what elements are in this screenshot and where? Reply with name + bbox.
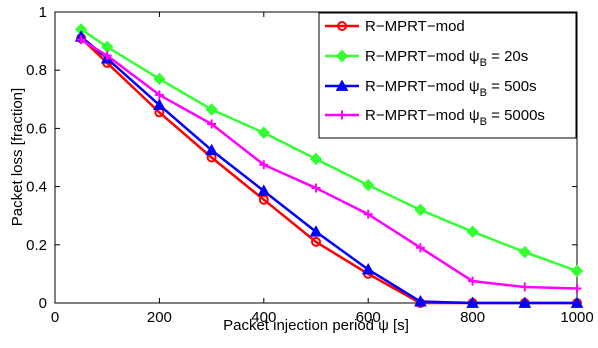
series-3 bbox=[74, 30, 584, 308]
data-point bbox=[153, 98, 166, 111]
data-point bbox=[414, 295, 427, 307]
y-tick-label: 0 bbox=[39, 295, 47, 312]
legend-marker bbox=[337, 110, 347, 120]
y-tick-label: 0.6 bbox=[26, 120, 47, 137]
data-point bbox=[257, 184, 271, 196]
data-point bbox=[466, 296, 479, 308]
legend-entry-2: R−MPRT−mod ψB = 20s bbox=[325, 48, 528, 69]
legend-label: R−MPRT−mod bbox=[365, 18, 465, 35]
data-point bbox=[520, 282, 530, 292]
legend-entry-3: R−MPRT−mod ψB = 500s bbox=[325, 78, 537, 99]
data-point bbox=[311, 183, 321, 193]
x-axis-label: Packet injection period ψ [s] bbox=[223, 317, 409, 334]
y-tick-label: 0.2 bbox=[26, 237, 47, 254]
data-point bbox=[205, 143, 218, 156]
legend-entry-4: R−MPRT−mod ψB = 5000s bbox=[325, 107, 545, 128]
series-layer bbox=[74, 23, 584, 308]
y-axis-label: Packet loss [fraction] bbox=[9, 88, 26, 226]
data-point bbox=[153, 72, 166, 86]
data-point bbox=[205, 103, 218, 116]
series-2 bbox=[74, 23, 584, 278]
x-tick-label: 800 bbox=[460, 309, 485, 326]
legend: R−MPRT−mod R−MPRT−mod ψB = 20s R−MPRT−mod … bbox=[318, 12, 577, 139]
x-tick-label: 0 bbox=[51, 309, 59, 326]
data-point bbox=[309, 152, 323, 166]
data-point bbox=[257, 126, 271, 139]
legend-label: R−MPRT−mod ψB = 20s bbox=[365, 48, 528, 69]
data-point bbox=[361, 178, 375, 192]
y-tick-label: 0.4 bbox=[26, 179, 47, 196]
legend-label: R−MPRT−mod ψB = 5000s bbox=[365, 107, 545, 128]
series-4 bbox=[76, 35, 582, 293]
data-point bbox=[570, 296, 584, 308]
legend-marker bbox=[335, 49, 349, 63]
data-point bbox=[415, 243, 425, 253]
data-point bbox=[154, 90, 164, 100]
x-tick-label: 200 bbox=[147, 309, 172, 326]
y-tick-label: 0.8 bbox=[26, 62, 47, 79]
y-tick-label: 1 bbox=[39, 4, 47, 21]
data-point bbox=[518, 296, 532, 308]
data-point bbox=[414, 203, 427, 217]
x-tick-label: 1000 bbox=[560, 309, 593, 326]
legend-box bbox=[318, 12, 577, 139]
data-point bbox=[518, 245, 532, 259]
data-point bbox=[468, 276, 478, 286]
data-point bbox=[466, 225, 479, 238]
data-point bbox=[259, 160, 269, 170]
y-axis-ticks: 0 0.2 0.4 0.6 0.8 1 bbox=[26, 4, 577, 312]
legend-label: R−MPRT−mod ψB = 500s bbox=[365, 78, 537, 99]
x-tick-label: 600 bbox=[356, 309, 381, 326]
legend-marker bbox=[337, 21, 347, 31]
data-point bbox=[309, 225, 323, 237]
legend-entry-1: R−MPRT−mod bbox=[325, 18, 465, 35]
legend-marker bbox=[335, 79, 349, 91]
data-point bbox=[102, 51, 112, 61]
data-point bbox=[361, 263, 375, 275]
data-point bbox=[76, 35, 86, 45]
x-tick-label: 400 bbox=[251, 309, 276, 326]
data-point bbox=[363, 209, 373, 219]
data-point bbox=[311, 236, 321, 247]
data-point bbox=[570, 264, 584, 278]
data-point bbox=[207, 119, 217, 129]
x-axis-ticks: 0 200 400 600 800 1000 bbox=[51, 12, 594, 326]
data-point bbox=[572, 283, 582, 293]
